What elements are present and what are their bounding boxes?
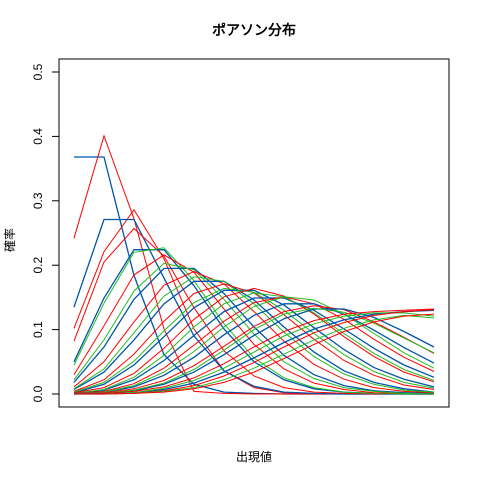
y-tick-label: 0.0 [31,385,45,402]
series-line-18 [73,297,435,395]
y-axis: 0.0 0.1 0.2 0.3 0.4 0.5 [31,63,60,402]
series-line-31 [74,313,435,395]
y-tick-label: 0.2 [31,257,45,274]
series-line-26 [73,308,435,395]
y-tick-label: 0.4 [31,128,45,145]
series-line-15 [73,289,435,394]
series-line-3 [73,208,434,395]
series-line-25 [73,307,435,395]
series-line-13 [73,276,435,393]
series-line-16 [73,287,435,393]
series-group [73,134,435,395]
series-line-21 [73,303,435,395]
y-tick-label: 0.3 [31,192,45,209]
series-line-17 [73,287,435,394]
series-line-11 [73,271,435,394]
series-line-22 [73,296,435,395]
series-line-24 [73,308,435,395]
x-axis-label: 出現値 [236,449,272,464]
chart-title: ポアソン分布 [212,22,296,39]
series-line-12 [73,280,435,393]
series-line-10 [73,262,435,395]
series-line-9 [73,267,435,395]
series-line-8 [73,254,435,395]
series-line-20 [73,296,435,394]
y-tick-label: 0.5 [31,63,45,80]
series-line-2 [73,134,434,395]
series-line-28 [74,312,435,395]
y-tick-label: 0.1 [31,321,45,338]
y-axis-label: 確率 [2,228,17,252]
series-line-19 [73,292,435,394]
